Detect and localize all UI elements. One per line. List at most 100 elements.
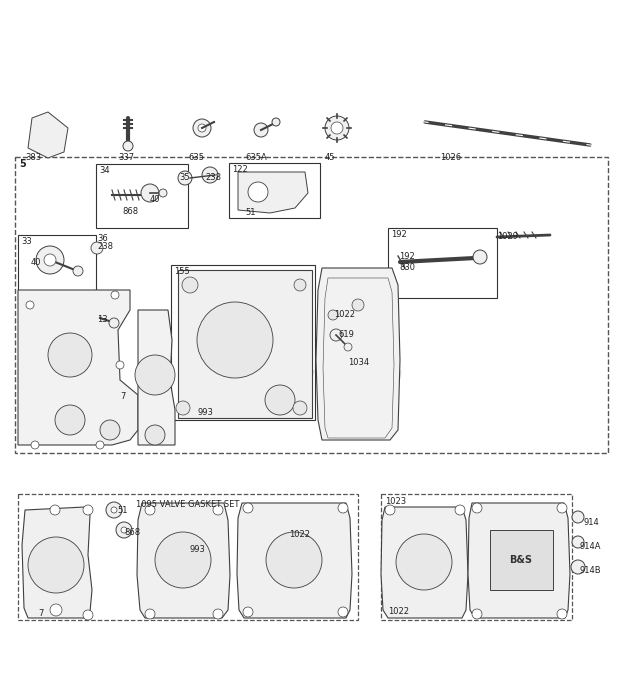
Bar (381, 494, 572, 620)
Text: 5: 5 (19, 159, 26, 169)
Circle shape (572, 536, 584, 548)
Text: 13: 13 (97, 315, 108, 324)
Text: 868: 868 (122, 207, 138, 216)
Text: 122: 122 (232, 165, 248, 174)
Text: 238: 238 (205, 173, 221, 182)
Text: 192: 192 (399, 252, 415, 261)
Circle shape (116, 361, 124, 369)
Text: eReplacementParts.com: eReplacementParts.com (216, 367, 404, 382)
Circle shape (472, 503, 482, 513)
Polygon shape (238, 172, 308, 213)
Bar (388, 228, 497, 298)
Circle shape (352, 299, 364, 311)
Text: 635A: 635A (245, 153, 267, 162)
Circle shape (31, 441, 39, 449)
Text: 238: 238 (97, 242, 113, 251)
Polygon shape (468, 503, 570, 618)
Text: 337: 337 (118, 153, 134, 162)
Circle shape (182, 277, 198, 293)
Bar (490, 530, 553, 590)
Circle shape (91, 242, 103, 254)
Polygon shape (237, 503, 352, 618)
Bar (18, 235, 96, 300)
Text: 993: 993 (197, 408, 213, 417)
Circle shape (193, 119, 211, 137)
Circle shape (396, 534, 452, 590)
Circle shape (338, 503, 348, 513)
Circle shape (328, 310, 338, 320)
Text: 33: 33 (21, 237, 32, 246)
Text: 40: 40 (150, 195, 161, 204)
Text: 35: 35 (179, 173, 190, 182)
Polygon shape (18, 290, 138, 445)
Bar (96, 164, 188, 228)
Polygon shape (138, 310, 175, 445)
Text: 36: 36 (97, 234, 108, 243)
Text: 7: 7 (38, 609, 43, 618)
Circle shape (572, 511, 584, 523)
Text: 1095 VALVE GASKET SET: 1095 VALVE GASKET SET (136, 500, 240, 509)
Circle shape (145, 505, 155, 515)
Text: B&S: B&S (510, 555, 533, 565)
Polygon shape (316, 268, 400, 440)
Polygon shape (137, 503, 230, 618)
Circle shape (123, 141, 133, 151)
Circle shape (198, 124, 206, 132)
Text: 914: 914 (583, 518, 599, 527)
Text: 1022: 1022 (289, 530, 310, 539)
Text: 830: 830 (399, 263, 415, 272)
Text: 1023: 1023 (385, 497, 406, 506)
Circle shape (26, 301, 34, 309)
Circle shape (344, 343, 352, 351)
Circle shape (176, 401, 190, 415)
Circle shape (145, 425, 165, 445)
Circle shape (83, 610, 93, 620)
Circle shape (50, 505, 60, 515)
Text: 619: 619 (338, 330, 354, 339)
Text: 383: 383 (25, 153, 41, 162)
Circle shape (254, 123, 268, 137)
Text: 34: 34 (99, 166, 110, 175)
Circle shape (28, 537, 84, 593)
Circle shape (325, 116, 349, 140)
Bar (171, 265, 315, 420)
Circle shape (73, 266, 83, 276)
Text: 45: 45 (325, 153, 335, 162)
Circle shape (159, 189, 167, 197)
Text: 868: 868 (124, 528, 140, 537)
Polygon shape (381, 507, 468, 618)
Circle shape (178, 171, 192, 185)
Polygon shape (22, 507, 92, 618)
Text: 1026: 1026 (440, 153, 461, 162)
Circle shape (48, 333, 92, 377)
Circle shape (109, 318, 119, 328)
Text: 1022: 1022 (334, 310, 355, 319)
Circle shape (213, 505, 223, 515)
Circle shape (338, 607, 348, 617)
Circle shape (83, 505, 93, 515)
Text: 914A: 914A (580, 542, 601, 551)
Circle shape (116, 522, 132, 538)
Text: 914B: 914B (580, 566, 601, 575)
Circle shape (111, 507, 117, 513)
Circle shape (44, 254, 56, 266)
Circle shape (135, 355, 175, 395)
Circle shape (330, 329, 342, 341)
Circle shape (472, 609, 482, 619)
Circle shape (197, 302, 273, 378)
Circle shape (202, 167, 218, 183)
Bar (229, 163, 320, 218)
Circle shape (145, 609, 155, 619)
Polygon shape (178, 270, 312, 418)
Circle shape (141, 184, 159, 202)
Text: 40: 40 (31, 258, 42, 267)
Circle shape (473, 250, 487, 264)
Text: 51: 51 (117, 506, 128, 515)
Circle shape (557, 503, 567, 513)
Circle shape (243, 607, 253, 617)
Bar (15, 157, 608, 453)
Text: 192: 192 (391, 230, 407, 239)
Text: 51: 51 (245, 208, 255, 217)
Circle shape (265, 385, 295, 415)
Circle shape (455, 505, 465, 515)
